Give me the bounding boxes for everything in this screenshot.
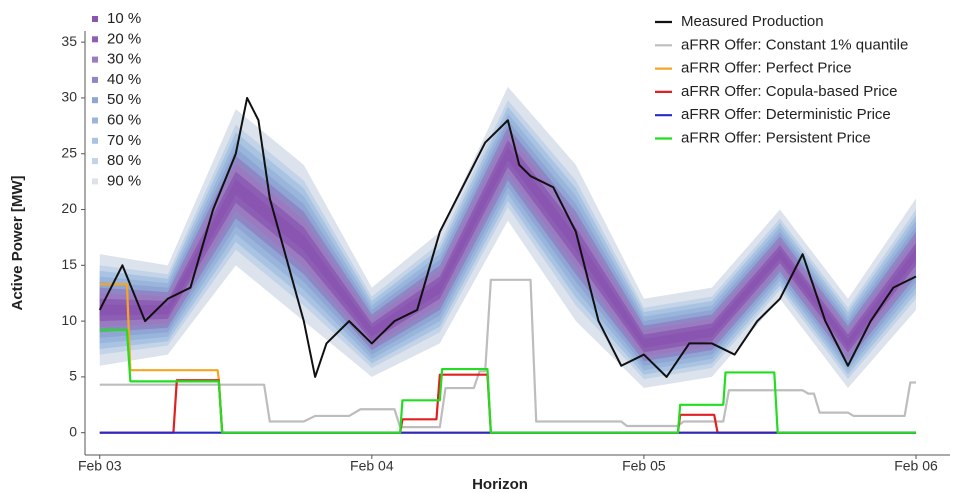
series-line bbox=[99, 373, 916, 434]
x-tick-label: Feb 04 bbox=[350, 458, 394, 474]
line-legend: Measured Production aFRR Offer: Constant … bbox=[655, 13, 908, 146]
legend-label: aFRR Offer: Deterministic Price bbox=[681, 106, 891, 123]
legend-label: 80 % bbox=[107, 152, 141, 169]
legend-label: aFRR Offer: Copula-based Price bbox=[681, 83, 897, 100]
legend-label: aFRR Offer: Constant 1% quantile bbox=[681, 36, 908, 53]
quantile-band bbox=[99, 113, 916, 371]
legend-label: 60 % bbox=[107, 111, 141, 128]
legend-swatch bbox=[92, 137, 98, 144]
series-line bbox=[99, 278, 916, 429]
y-tick-label: 25 bbox=[61, 144, 77, 160]
band-legend: 10 % 20 % 30 % 40 % 50 % 60 % 70 % 80 % 90 % bbox=[92, 10, 141, 189]
legend-swatch bbox=[92, 178, 98, 185]
plot-area bbox=[98, 86, 917, 434]
legend-swatch bbox=[92, 117, 98, 124]
legend-swatch bbox=[92, 36, 98, 43]
legend-swatch bbox=[92, 56, 98, 63]
legend-label: aFRR Offer: Perfect Price bbox=[681, 60, 852, 77]
legend-label: 20 % bbox=[107, 30, 141, 47]
x-tick-label: Feb 06 bbox=[894, 458, 938, 474]
y-axis-title: Active Power [MW] bbox=[9, 175, 26, 310]
quantile-band bbox=[99, 140, 916, 353]
series-line bbox=[99, 328, 916, 434]
quantile-band bbox=[99, 147, 916, 348]
y-tick-label: 0 bbox=[69, 423, 77, 439]
y-tick-label: 20 bbox=[61, 200, 77, 216]
y-tick-label: 10 bbox=[61, 312, 77, 328]
legend-swatch bbox=[92, 16, 98, 22]
y-tick-label: 5 bbox=[69, 368, 77, 384]
y-tick-label: 35 bbox=[61, 33, 77, 49]
legend-label: 70 % bbox=[107, 132, 141, 149]
legend-label: Measured Production bbox=[681, 13, 824, 30]
x-tick-label: Feb 03 bbox=[78, 458, 122, 474]
legend-label: 40 % bbox=[107, 71, 141, 88]
y-tick-label: 15 bbox=[61, 256, 77, 272]
x-axis-title: Horizon bbox=[472, 476, 528, 493]
legend-label: 90 % bbox=[107, 172, 141, 189]
legend-label: aFRR Offer: Persistent Price bbox=[681, 129, 871, 146]
x-tick-label: Feb 05 bbox=[622, 458, 666, 474]
legend-swatch bbox=[92, 76, 98, 83]
series-line bbox=[98, 96, 917, 378]
legend-swatch bbox=[92, 158, 98, 165]
legend-label: 50 % bbox=[107, 91, 141, 108]
y-tick-label: 30 bbox=[61, 89, 77, 105]
legend-label: 10 % bbox=[107, 10, 141, 27]
legend-swatch bbox=[92, 97, 98, 104]
legend-label: 30 % bbox=[107, 51, 141, 68]
